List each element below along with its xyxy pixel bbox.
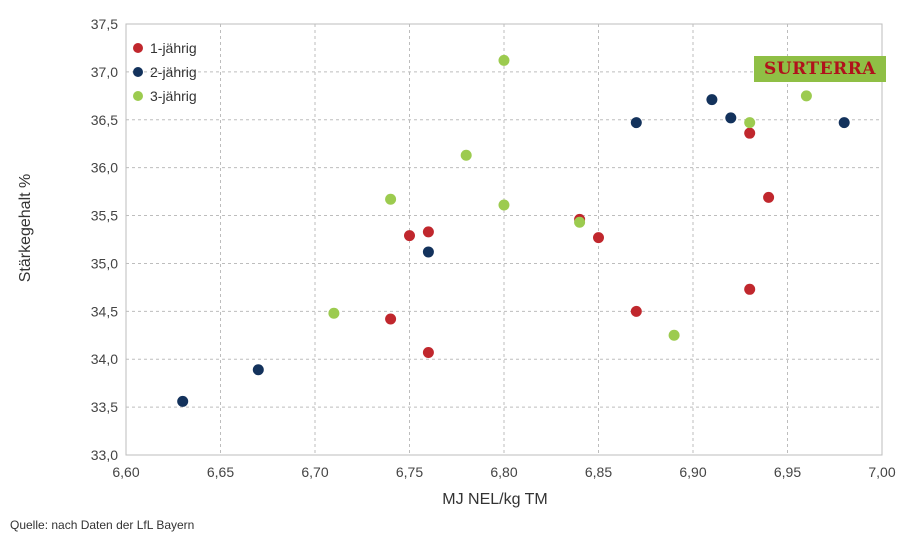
data-point xyxy=(328,307,340,319)
y-tick-label: 33,0 xyxy=(91,447,118,463)
x-tick-label: 6,85 xyxy=(585,464,612,480)
brand-label: SURTERRA xyxy=(764,59,876,79)
data-point xyxy=(498,199,510,211)
y-tick-label: 34,0 xyxy=(91,351,118,367)
x-axis-title: MJ NEL/kg TM xyxy=(442,491,548,508)
y-tick-label: 37,0 xyxy=(91,64,118,80)
y-tick-label: 34,5 xyxy=(91,303,118,319)
data-point xyxy=(744,127,756,139)
x-tick-label: 6,65 xyxy=(207,464,234,480)
y-axis-title: Stärkegehalt % xyxy=(17,174,34,283)
y-tick-label: 33,5 xyxy=(91,399,118,415)
data-point xyxy=(422,347,434,359)
legend-label: 1-jährig xyxy=(150,40,197,56)
y-axis-ticks: 33,0 33,5 34,0 34,5 35,0 35,5 36,0 36,5 37,0 37,5 xyxy=(91,16,118,463)
legend-label: 3-jährig xyxy=(150,88,197,104)
x-tick-label: 6,70 xyxy=(301,464,328,480)
data-point xyxy=(593,232,604,244)
data-point xyxy=(252,364,264,376)
legend: 1-jährig 2-jährig 3-jährig xyxy=(133,40,197,104)
source-note: Quelle: nach Daten der LfL Bayern xyxy=(10,518,195,532)
data-point xyxy=(706,94,718,106)
brand-badge: SURTERRA xyxy=(754,56,886,82)
y-tick-label: 35,0 xyxy=(91,255,118,271)
data-point xyxy=(498,54,510,66)
data-point xyxy=(404,230,415,242)
x-tick-label: 6,60 xyxy=(112,464,139,480)
data-point xyxy=(460,149,472,161)
data-point xyxy=(763,191,775,203)
y-tick-label: 37,5 xyxy=(91,16,118,32)
x-axis-ticks: 6,60 6,65 6,70 6,75 6,80 6,85 6,90 6,95 7,00 xyxy=(112,464,895,480)
data-point xyxy=(630,305,642,317)
y-tick-label: 36,5 xyxy=(91,112,118,128)
x-tick-label: 6,95 xyxy=(774,464,801,480)
data-point xyxy=(574,216,586,228)
data-point xyxy=(838,117,850,129)
x-tick-label: 7,00 xyxy=(868,464,895,480)
data-point xyxy=(800,90,812,102)
data-point xyxy=(177,395,189,407)
data-point xyxy=(744,117,756,129)
legend-label: 2-jährig xyxy=(150,64,197,80)
legend-marker xyxy=(133,67,143,77)
grid xyxy=(125,23,883,456)
data-point xyxy=(385,193,397,205)
legend-marker xyxy=(133,43,143,53)
data-point xyxy=(725,112,737,124)
data-points xyxy=(177,54,850,407)
plot-frame xyxy=(125,23,883,456)
x-tick-label: 6,75 xyxy=(396,464,423,480)
data-point xyxy=(422,246,434,258)
data-point xyxy=(744,283,756,295)
y-tick-label: 36,0 xyxy=(91,160,118,176)
y-tick-label: 35,5 xyxy=(91,208,118,224)
x-tick-label: 6,90 xyxy=(679,464,706,480)
data-point xyxy=(385,313,397,325)
x-tick-label: 6,80 xyxy=(490,464,517,480)
data-point xyxy=(668,329,680,341)
legend-marker xyxy=(133,91,143,101)
data-point xyxy=(422,226,434,238)
data-point xyxy=(630,117,642,129)
